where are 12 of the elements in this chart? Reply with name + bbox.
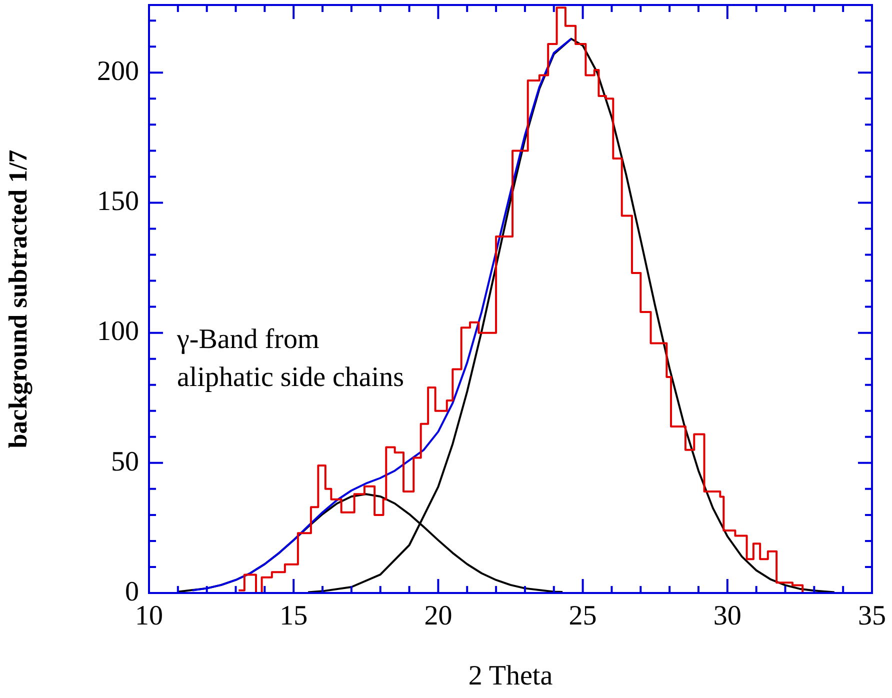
y-axis-title: background subtracted 1/7 [3, 150, 32, 448]
x-tick-label: 35 [858, 600, 886, 632]
x-tick-label: 25 [568, 600, 597, 632]
x-axis-title: 2 Theta [468, 660, 554, 692]
x-tick-label: 20 [424, 600, 452, 632]
annotation: γ-Band from aliphatic side chains [176, 324, 404, 393]
y-tick-label: 100 [97, 316, 139, 348]
y-tick-label: 150 [97, 186, 139, 218]
y-tick-label: 200 [97, 56, 139, 88]
y-tick-label: 50 [111, 446, 139, 478]
x-tick-label: 30 [713, 600, 742, 632]
x-tick-label: 15 [280, 600, 308, 632]
